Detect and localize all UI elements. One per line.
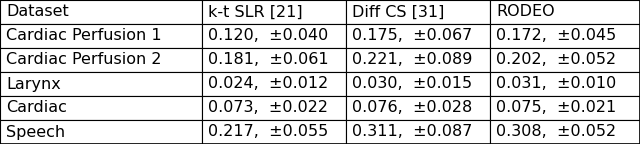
Text: 0.221,  ±0.089: 0.221, ±0.089 <box>352 53 472 68</box>
Bar <box>346 96 490 120</box>
Bar <box>202 48 346 72</box>
Bar <box>346 72 490 96</box>
Bar <box>0 72 202 96</box>
Text: Diff CS [31]: Diff CS [31] <box>352 4 444 19</box>
Bar <box>490 120 640 144</box>
Bar <box>490 96 640 120</box>
Text: Dataset: Dataset <box>6 4 69 19</box>
Bar <box>202 0 346 24</box>
Text: Cardiac: Cardiac <box>6 101 67 115</box>
Bar <box>202 120 346 144</box>
Bar <box>0 24 202 48</box>
Bar <box>202 72 346 96</box>
Text: Larynx: Larynx <box>6 76 61 91</box>
Bar <box>202 24 346 48</box>
Bar <box>490 48 640 72</box>
Text: 0.120,  ±0.040: 0.120, ±0.040 <box>208 29 328 43</box>
Text: 0.030,  ±0.015: 0.030, ±0.015 <box>352 76 472 91</box>
Text: 0.024,  ±0.012: 0.024, ±0.012 <box>208 76 328 91</box>
Text: 0.172,  ±0.045: 0.172, ±0.045 <box>496 29 616 43</box>
Text: 0.175,  ±0.067: 0.175, ±0.067 <box>352 29 472 43</box>
Text: Cardiac Perfusion 2: Cardiac Perfusion 2 <box>6 53 162 68</box>
Text: 0.075,  ±0.021: 0.075, ±0.021 <box>496 101 616 115</box>
Bar <box>346 0 490 24</box>
Text: 0.202,  ±0.052: 0.202, ±0.052 <box>496 53 616 68</box>
Text: 0.031,  ±0.010: 0.031, ±0.010 <box>496 76 616 91</box>
Text: RODEO: RODEO <box>496 4 555 19</box>
Text: 0.311,  ±0.087: 0.311, ±0.087 <box>352 125 472 140</box>
Bar <box>490 24 640 48</box>
Bar <box>346 24 490 48</box>
Bar <box>0 0 202 24</box>
Text: 0.181,  ±0.061: 0.181, ±0.061 <box>208 53 328 68</box>
Bar <box>490 0 640 24</box>
Bar <box>346 48 490 72</box>
Text: Cardiac Perfusion 1: Cardiac Perfusion 1 <box>6 29 162 43</box>
Text: k-t SLR [21]: k-t SLR [21] <box>208 4 303 19</box>
Bar <box>490 72 640 96</box>
Text: 0.308,  ±0.052: 0.308, ±0.052 <box>496 125 616 140</box>
Bar <box>346 120 490 144</box>
Text: 0.073,  ±0.022: 0.073, ±0.022 <box>208 101 328 115</box>
Text: Speech: Speech <box>6 125 65 140</box>
Bar <box>202 96 346 120</box>
Bar <box>0 48 202 72</box>
Bar <box>0 96 202 120</box>
Text: 0.076,  ±0.028: 0.076, ±0.028 <box>352 101 472 115</box>
Bar <box>0 120 202 144</box>
Text: 0.217,  ±0.055: 0.217, ±0.055 <box>208 125 328 140</box>
